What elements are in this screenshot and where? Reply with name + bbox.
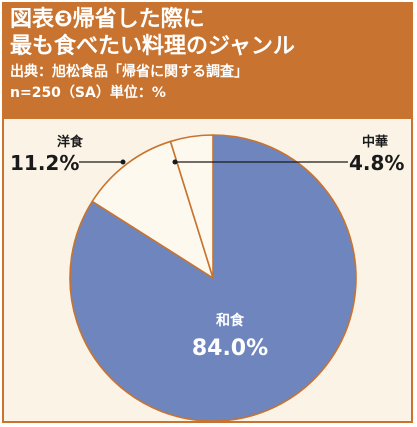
slice-value-chuka: 4.8% xyxy=(349,151,404,175)
slice-value-washoku: 84.0% xyxy=(192,336,268,361)
title-line-1: 図表❸帰省した際に xyxy=(10,7,205,32)
pie-slice-1 xyxy=(91,140,214,279)
pie-slices xyxy=(69,134,357,422)
slice-label-yoshoku: 洋食 xyxy=(57,134,84,150)
sample-unit-text: n=250（SA）単位：% xyxy=(10,85,166,101)
chart-title: 図表❸帰省した際に 最も食べたい料理のジャンル xyxy=(10,6,295,60)
chart-frame: 図表❸帰省した際に 最も食べたい料理のジャンル 出典：旭松食品「帰省に関する調査… xyxy=(2,2,413,423)
pie-slice-2 xyxy=(169,134,214,279)
source-text: 出典：旭松食品「帰省に関する調査」 xyxy=(10,64,248,80)
slice-label-washoku: 和食 xyxy=(216,312,245,329)
slice-label-chuka: 中華 xyxy=(362,134,388,150)
slice-value-yoshoku: 11.2% xyxy=(10,151,79,175)
title-line-2: 最も食べたい料理のジャンル xyxy=(10,34,295,59)
leader-dot-yoshoku xyxy=(120,159,126,165)
leader-dot-chuka xyxy=(172,159,178,165)
chart-header: 図表❸帰省した際に 最も食べたい料理のジャンル 出典：旭松食品「帰省に関する調査… xyxy=(4,4,411,119)
